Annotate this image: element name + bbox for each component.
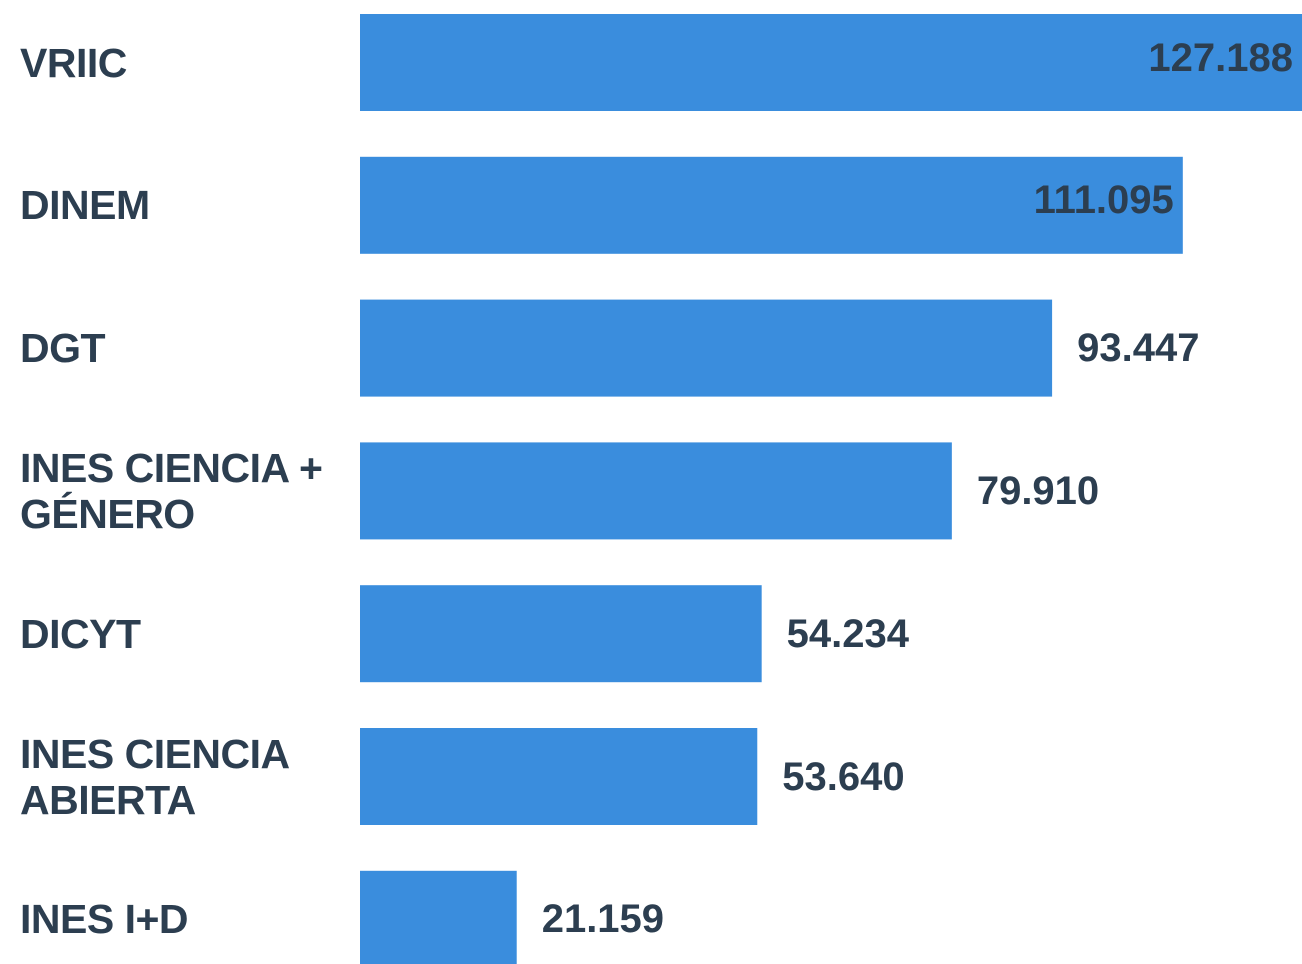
- bar: [360, 442, 952, 540]
- bar: [360, 870, 517, 964]
- bar: [360, 14, 1302, 111]
- value-label: 93.447: [1077, 326, 1200, 371]
- value-label: 21.159: [541, 897, 665, 942]
- bar: [360, 299, 1053, 397]
- category-label: INES CIENCIA ABIERTA: [20, 730, 289, 823]
- value-label: 53.640: [782, 754, 905, 799]
- category-label: DICYT: [20, 610, 141, 657]
- value-label: 54.234: [786, 611, 910, 656]
- category-label: INES I+D: [20, 896, 189, 943]
- bar: [360, 156, 1183, 254]
- category-label: DGT: [20, 325, 106, 372]
- value-label: 127.188: [1148, 35, 1293, 80]
- category-label: VRIIC: [20, 39, 127, 86]
- bar: [360, 728, 758, 825]
- bar: [360, 585, 762, 683]
- category-label: DINEM: [20, 182, 150, 229]
- category-label: INES CIENCIA + GÉNERO: [20, 444, 323, 537]
- value-label: 111.095: [1033, 178, 1174, 223]
- value-label: 79.910: [976, 468, 1100, 513]
